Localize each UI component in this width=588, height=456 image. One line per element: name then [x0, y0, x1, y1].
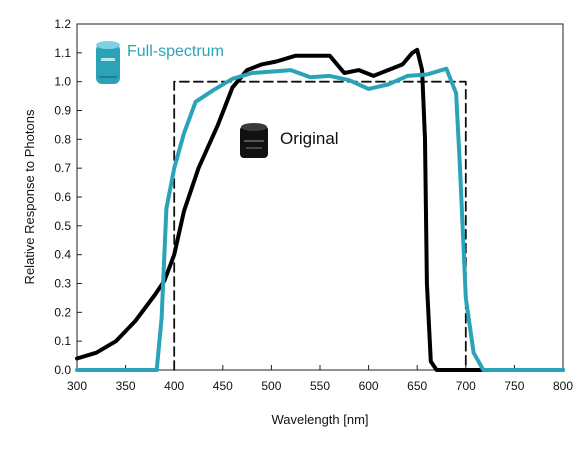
- y-tick-label: 0.4: [54, 248, 71, 262]
- legend-full-spectrum: Full-spectrum: [127, 43, 224, 60]
- x-tick-label: 550: [310, 379, 330, 393]
- x-tick-label: 300: [67, 379, 87, 393]
- series-line-full-spectrum: [75, 66, 565, 372]
- x-tick-label: 500: [261, 379, 281, 393]
- x-tick-label: 800: [553, 379, 573, 393]
- x-axis-label: Wavelength [nm]: [271, 412, 368, 427]
- y-tick-label: 0.7: [54, 161, 71, 175]
- y-tick-label: 0.5: [54, 219, 71, 233]
- y-tick-label: 1.1: [54, 46, 71, 60]
- y-axis-label: Relative Response to Photons: [22, 109, 37, 284]
- y-tick-label: 1.0: [54, 75, 71, 89]
- x-tick-label: 750: [504, 379, 524, 393]
- x-tick-label: 400: [164, 379, 184, 393]
- original-sensor-icon: [240, 123, 268, 158]
- x-axis: 300 350 400 450 500 550 600 650 700 750 800: [67, 365, 573, 393]
- x-tick-label: 600: [359, 379, 379, 393]
- y-tick-label: 1.2: [54, 17, 71, 31]
- y-tick-label: 0.3: [54, 277, 71, 291]
- full-spectrum-sensor-icon: [96, 41, 120, 84]
- y-tick-label: 0.2: [54, 305, 71, 319]
- y-tick-label: 0.0: [54, 363, 71, 377]
- y-tick-label: 0.6: [54, 190, 71, 204]
- legend-original: Original: [280, 129, 339, 148]
- x-tick-label: 650: [407, 379, 427, 393]
- x-tick-label: 450: [213, 379, 233, 393]
- series-layer: [75, 47, 565, 372]
- y-axis: 0.0 0.1 0.2 0.3 0.4 0.5 0.6 0.7 0.8 0.9 1.0 1.1 1.2: [54, 17, 82, 377]
- series-line-ideal: [173, 80, 467, 371]
- x-tick-label: 700: [456, 379, 476, 393]
- y-tick-label: 0.8: [54, 132, 71, 146]
- y-tick-label: 0.9: [54, 104, 71, 118]
- y-tick-label: 0.1: [54, 334, 71, 348]
- x-tick-label: 350: [116, 379, 136, 393]
